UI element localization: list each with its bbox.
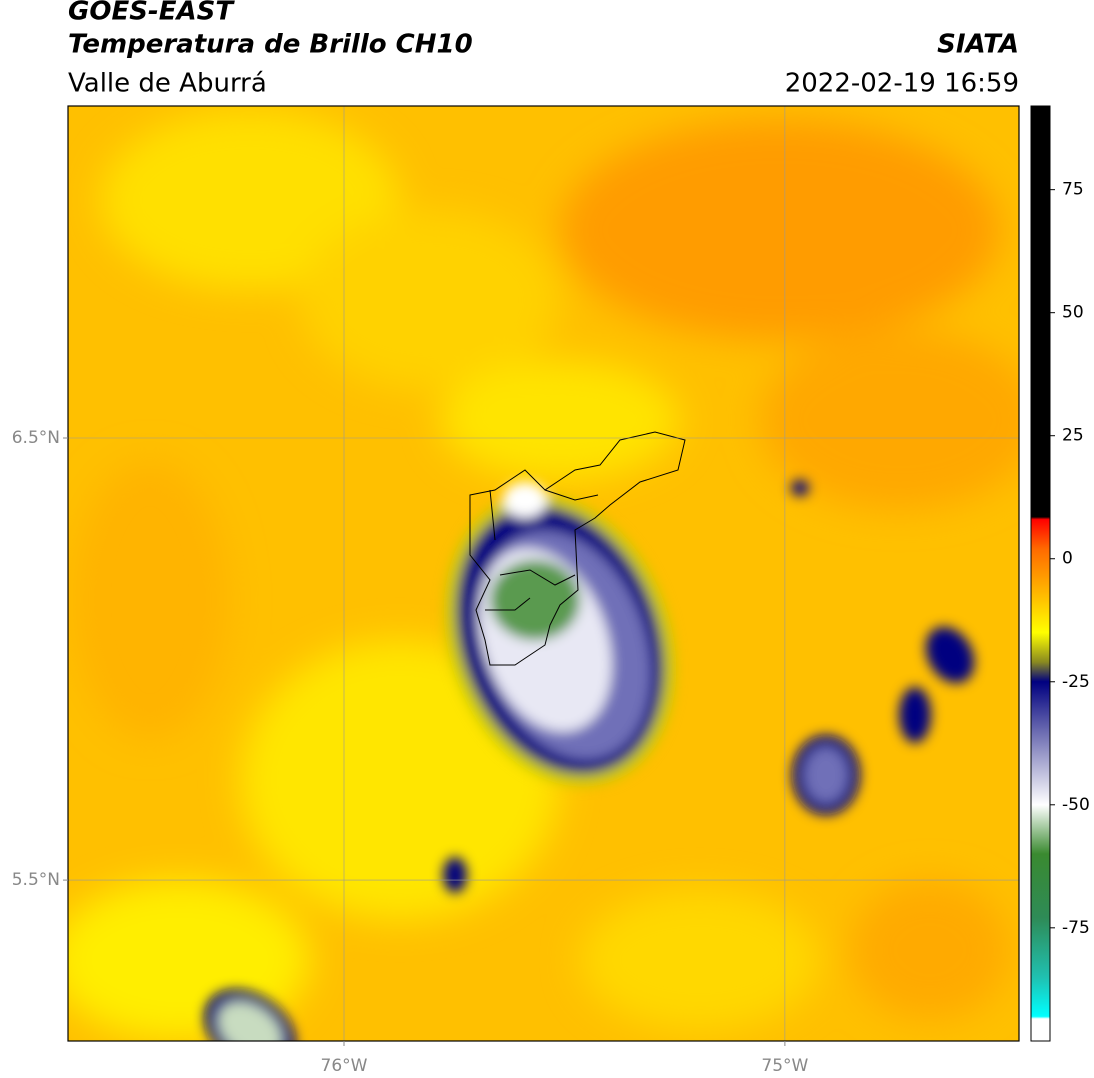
colorbar	[1030, 105, 1051, 1042]
colorbar-tick-label: -50	[1062, 795, 1090, 815]
colorbar-tick-label: -75	[1062, 918, 1090, 938]
subtitle: Temperatura de Brillo CH10	[68, 30, 473, 60]
title: GOES-EAST	[68, 0, 235, 27]
x-tick-label: 75°W	[761, 1056, 808, 1076]
colorbar-tick-label: 0	[1062, 549, 1073, 569]
y-tick-label: 6.5°N	[12, 428, 60, 448]
datetime: 2022-02-19 16:59	[785, 69, 1019, 99]
map-frame	[67, 105, 1020, 1042]
colorbar-tick-label: -25	[1062, 672, 1090, 692]
colorbar-tick-label: 75	[1062, 180, 1084, 200]
map-field	[68, 106, 1019, 1041]
colorbar-tick-label: 50	[1062, 303, 1084, 323]
source: SIATA	[937, 30, 1019, 60]
region: Valle de Aburrá	[68, 69, 267, 99]
y-tick-label: 5.5°N	[12, 870, 60, 890]
x-tick-label: 76°W	[321, 1056, 368, 1076]
colorbar-tick-label: 25	[1062, 426, 1084, 446]
